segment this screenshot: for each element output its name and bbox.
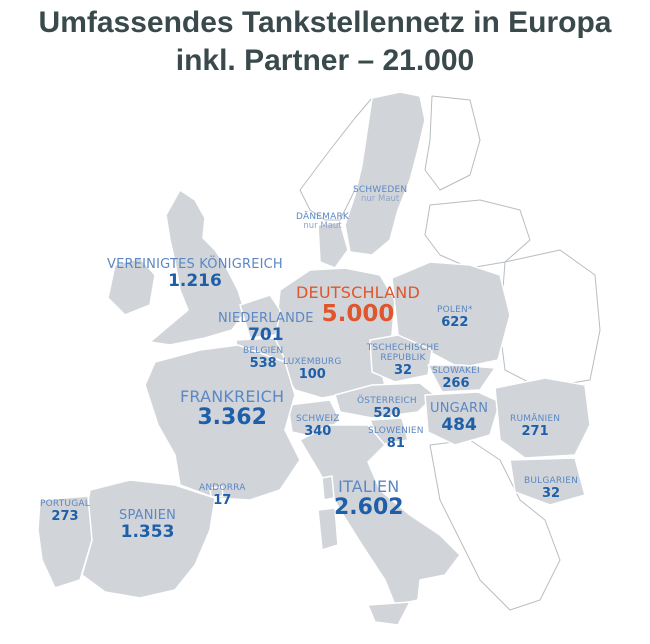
map-uk — [149, 189, 246, 346]
map-sardinia — [317, 507, 339, 551]
country-value-hungary: 484 — [441, 415, 477, 435]
page-title: Umfassendes Tankstellennetz in Europa in… — [0, 4, 650, 80]
country-name-switzerland: SCHWEIZ — [296, 414, 340, 424]
label-denmark: DÄNEMARK nur Maut — [296, 212, 349, 231]
label-bulgaria: BULGARIEN 32 — [524, 476, 578, 501]
map-hungary — [424, 391, 501, 446]
map-denmark — [317, 221, 349, 269]
map-sicily — [367, 601, 411, 626]
country-value-andorra: 17 — [213, 493, 232, 508]
country-value-netherlands: 701 — [248, 325, 284, 345]
country-note-sweden: nur Maut — [361, 194, 400, 204]
map-corsica — [321, 475, 335, 501]
country-value-italy: 2.602 — [334, 495, 404, 520]
label-sweden: SCHWEDEN nur Maut — [353, 185, 407, 204]
country-name-andorra: ANDORRA — [199, 483, 246, 493]
country-name-uk: VEREINIGTES KÖNIGREICH — [107, 257, 283, 272]
country-value-bulgaria: 32 — [541, 486, 561, 501]
country-name-denmark: DÄNEMARK — [296, 212, 350, 222]
country-name-spain: SPANIEN — [119, 508, 177, 523]
country-name-czech: TSCHECHISCHE REPUBLIK — [366, 343, 440, 363]
country-name-sweden: SCHWEDEN — [353, 185, 408, 195]
label-france: FRANKREICH 3.362 — [180, 388, 284, 430]
country-note-denmark: nur Maut — [303, 221, 342, 231]
country-name-portugal: PORTUGAL — [40, 499, 90, 509]
map-czech — [369, 334, 433, 383]
map-ireland — [107, 257, 156, 316]
label-spain: SPANIEN 1.353 — [119, 508, 176, 542]
country-value-austria: 520 — [373, 406, 401, 421]
map-portugal — [37, 495, 93, 589]
label-andorra: ANDORRA 17 — [199, 483, 246, 508]
map-slovakia — [427, 364, 496, 393]
map-andorra — [209, 486, 224, 498]
country-value-czech: 32 — [393, 363, 413, 378]
country-value-switzerland: 340 — [304, 424, 332, 439]
title-line-2: inkl. Partner – 21.000 — [175, 44, 475, 77]
country-name-austria: ÖSTERREICH — [357, 396, 417, 406]
map-bulgaria — [509, 457, 586, 506]
country-value-romania: 271 — [521, 424, 549, 439]
map-italy — [299, 424, 461, 606]
country-name-romania: RUMÄNIEN — [510, 414, 561, 424]
label-switzerland: SCHWEIZ 340 — [296, 414, 340, 439]
map-netherlands — [239, 294, 281, 339]
country-name-bulgaria: BULGARIEN — [524, 476, 579, 486]
map-france — [144, 344, 301, 501]
map-finland — [424, 95, 481, 191]
label-hungary: UNGARN 484 — [430, 401, 488, 435]
country-name-france: FRANKREICH — [180, 387, 285, 406]
map-balkans — [429, 439, 561, 611]
country-name-germany: DEUTSCHLAND — [296, 283, 420, 302]
label-romania: RUMÄNIEN 271 — [510, 414, 560, 439]
country-value-portugal: 273 — [51, 509, 79, 524]
country-name-poland: POLEN* — [437, 305, 473, 315]
map-baltics — [424, 199, 531, 269]
label-netherlands: NIEDERLANDE 701 — [218, 311, 314, 345]
country-value-slovakia: 266 — [442, 376, 470, 391]
country-name-italy: ITALIEN — [338, 477, 400, 496]
country-name-hungary: UNGARN — [430, 401, 489, 416]
label-luxembourg: LUXEMBURG 100 — [283, 357, 342, 382]
country-value-luxembourg: 100 — [298, 367, 326, 382]
label-portugal: PORTUGAL 273 — [40, 499, 90, 524]
country-value-poland: 622 — [441, 315, 469, 330]
country-value-belgium: 538 — [249, 356, 277, 371]
country-name-slovenia: SLOWENIEN — [368, 426, 424, 436]
country-name-luxembourg: LUXEMBURG — [283, 357, 342, 367]
label-slovenia: SLOWENIEN 81 — [368, 426, 424, 451]
label-poland: POLEN* 622 — [437, 305, 473, 330]
country-name-slovakia: SLOWAKEI — [432, 366, 480, 376]
country-value-germany: 5.000 — [321, 301, 395, 327]
country-value-uk: 1.216 — [168, 271, 222, 291]
label-czech: TSCHECHISCHE REPUBLIK 32 — [364, 343, 442, 378]
label-austria: ÖSTERREICH 520 — [357, 396, 417, 421]
country-name-netherlands: NIEDERLANDE — [218, 311, 314, 326]
label-italy: ITALIEN 2.602 — [334, 478, 404, 520]
title-line-1: Umfassendes Tankstellennetz in Europa — [38, 6, 612, 39]
map-sweden — [344, 91, 426, 256]
label-belgium: BELGIEN 538 — [243, 346, 283, 371]
label-slovakia: SLOWAKEI 266 — [432, 366, 480, 391]
country-name-belgium: BELGIEN — [243, 346, 284, 356]
country-value-slovenia: 81 — [386, 436, 405, 451]
country-value-france: 3.362 — [197, 405, 267, 430]
europe-map — [37, 91, 601, 626]
map-romania — [494, 377, 591, 459]
country-value-spain: 1.353 — [120, 522, 175, 542]
label-germany: DEUTSCHLAND 5.000 — [296, 284, 420, 327]
label-uk: VEREINIGTES KÖNIGREICH 1.216 — [107, 257, 283, 291]
map-belarus-ukraine — [499, 249, 601, 389]
